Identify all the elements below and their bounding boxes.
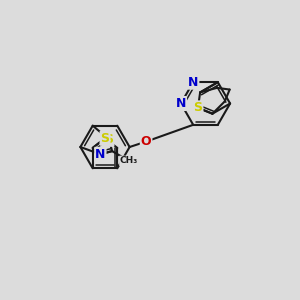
Text: S: S	[104, 133, 113, 146]
Text: O: O	[141, 135, 152, 148]
Text: CH₃: CH₃	[120, 156, 138, 165]
Text: N: N	[95, 148, 106, 161]
Text: N: N	[188, 76, 198, 89]
Text: S: S	[100, 132, 109, 145]
Text: S: S	[194, 101, 202, 114]
Text: N: N	[176, 97, 186, 110]
